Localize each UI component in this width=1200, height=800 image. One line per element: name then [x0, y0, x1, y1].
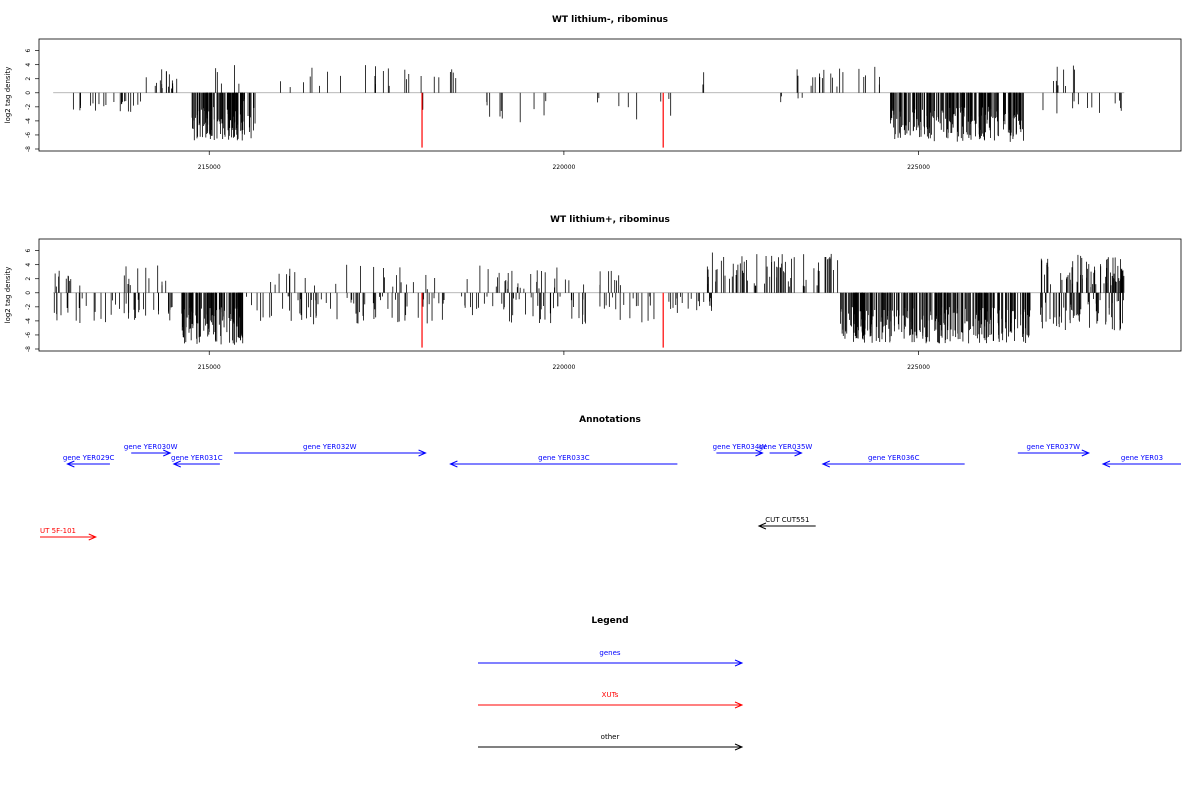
legend: Legend genes XUTs other	[478, 616, 744, 751]
feature-label: UT 5F-101	[40, 527, 76, 535]
feature-arrow	[449, 460, 678, 468]
legend-label: XUTs	[602, 691, 619, 699]
bars	[53, 65, 1125, 148]
y-tick-label: 0	[25, 291, 32, 295]
y-tick-label: -4	[25, 318, 32, 324]
y-axis-label: log2 tag density	[4, 267, 12, 324]
y-tick-label: -6	[25, 332, 32, 338]
feature-label: gene YER033C	[538, 454, 590, 462]
feature-label: gene YER031C	[171, 454, 223, 462]
legend-label: genes	[599, 649, 620, 657]
legend-arrow	[478, 701, 744, 709]
feature-arrow	[757, 522, 816, 530]
y-tick-label: 4	[25, 63, 32, 67]
x-tick-label: 225000	[907, 364, 930, 371]
x-tick-label: 220000	[552, 164, 575, 171]
legend-title: Legend	[591, 616, 628, 626]
feature-arrow	[769, 449, 803, 457]
feature-label: gene YER037W	[1027, 443, 1081, 451]
feature-arrow	[66, 460, 110, 468]
x-tick-label: 215000	[198, 164, 221, 171]
feature-label: gene YER035W	[759, 443, 813, 451]
feature-arrow	[172, 460, 220, 468]
y-axis-label: log2 tag density	[4, 67, 12, 124]
feature-arrows: gene YER029C gene YER030W gene YER031C gene…	[40, 443, 1181, 541]
plot-frame	[38, 38, 1182, 152]
feature-label: gene YER036C	[868, 454, 920, 462]
y-tick-label: 2	[25, 277, 32, 281]
annotations-title: Annotations	[579, 415, 641, 425]
y-tick-label: 6	[25, 49, 32, 53]
y-tick-label: -8	[25, 346, 32, 352]
x-tick-label: 215000	[198, 364, 221, 371]
x-tick-label: 225000	[907, 164, 930, 171]
feature-arrow	[821, 460, 965, 468]
panel-title: WT lithium+, ribominus	[550, 215, 670, 225]
feature-label: CUT CUT551	[765, 516, 809, 524]
coverage-panel-lithium-minus: WT lithium-, ribominus log2 tag density …	[4, 15, 1182, 171]
y-tick-label: 2	[25, 77, 32, 81]
feature-label: gene YER030W	[124, 443, 178, 451]
plot-frame	[38, 238, 1182, 352]
y-tick-label: 0	[25, 91, 32, 95]
y-tick-label: 6	[25, 249, 32, 253]
feature-arrow	[716, 449, 764, 457]
axis-ticks: 6 4 2 0 -2 -4 -6 -8 215000 220000 225000	[25, 249, 930, 371]
y-tick-label: -2	[25, 304, 32, 310]
y-tick-label: -2	[25, 104, 32, 110]
legend-items: genes XUTs other	[478, 649, 744, 751]
panel-title: WT lithium-, ribominus	[552, 15, 668, 25]
y-tick-label: -4	[25, 118, 32, 124]
feature-arrow	[1017, 449, 1091, 457]
feature-arrow	[1101, 460, 1181, 468]
bars	[53, 252, 1125, 348]
y-tick-label: -8	[25, 146, 32, 152]
axis-ticks: 6 4 2 0 -2 -4 -6 -8 215000 220000 225000	[25, 49, 930, 171]
feature-arrow	[131, 449, 172, 457]
feature-label: gene YER034W	[713, 443, 767, 451]
y-tick-label: 4	[25, 263, 32, 267]
x-tick-label: 220000	[552, 364, 575, 371]
legend-arrow	[478, 743, 744, 751]
legend-arrow	[478, 659, 744, 667]
feature-arrow	[40, 533, 98, 541]
legend-label: other	[601, 733, 620, 741]
y-tick-label: -6	[25, 132, 32, 138]
feature-label: gene YER029C	[63, 454, 115, 462]
feature-label: gene YER03	[1121, 454, 1163, 462]
coverage-panel-lithium-plus: WT lithium+, ribominus log2 tag density …	[4, 215, 1182, 371]
feature-label: gene YER032W	[303, 443, 357, 451]
feature-arrow	[234, 449, 427, 457]
